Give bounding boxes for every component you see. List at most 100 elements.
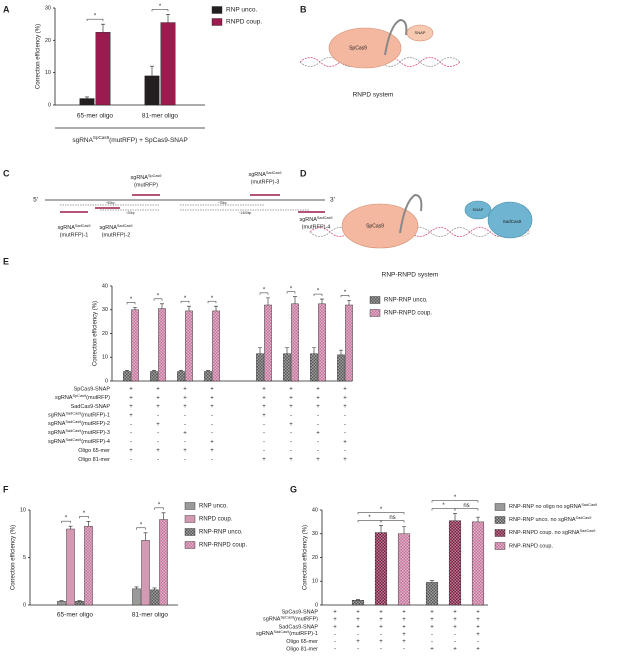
condition-sign: - — [130, 431, 132, 437]
condition-label: sgRNASpCas9(mutRFP) — [263, 615, 318, 622]
significance-bracket — [86, 18, 104, 22]
y-axis-label: Correction efficiency (%) — [93, 301, 99, 366]
condition-sign: + — [476, 624, 480, 630]
y-tick-label: 0 — [315, 602, 318, 608]
bar — [66, 528, 75, 606]
bar — [75, 601, 84, 606]
x-tick-label: 65-mer oligo — [57, 612, 94, 619]
error-bar — [402, 526, 406, 534]
condition-sign: - — [357, 647, 359, 653]
condition-sign: - — [334, 632, 336, 638]
guide-label: (mutRFP)-4 — [302, 224, 331, 230]
bar — [159, 519, 168, 606]
condition-label-sup: SadCas9 — [65, 429, 81, 433]
error-bar — [312, 347, 316, 354]
error-bar — [160, 303, 164, 309]
condition-label: Oligo 81-mer — [78, 457, 110, 463]
condition-sign: + — [156, 404, 160, 410]
y-tick-label: 30 — [102, 307, 108, 313]
condition-sign: - — [477, 639, 479, 645]
spcas9-shape — [328, 27, 402, 69]
diagram-caption: RNP-RNPD system — [382, 272, 439, 279]
significance-bracket — [286, 291, 296, 294]
condition-sign: + — [379, 639, 383, 645]
bar — [132, 588, 141, 606]
legend-label-sup: SadCas9 — [581, 503, 597, 507]
error-bar — [379, 525, 383, 533]
legend-label: RNP-RNP unco. — [384, 298, 428, 304]
legend-swatch — [494, 542, 506, 550]
guide-label-part: sgRNA — [99, 225, 117, 231]
condition-sign: + — [476, 647, 480, 653]
condition-sign: - — [454, 632, 456, 638]
significance-label: * — [159, 4, 162, 10]
bar — [95, 32, 111, 106]
condition-sign: + — [183, 387, 187, 393]
significance-label: * — [380, 507, 383, 513]
strand-end: 5' — [33, 197, 38, 204]
condition-sign: + — [316, 431, 320, 437]
panel-label: B — [300, 4, 307, 14]
condition-label-sup: SadCas9 — [65, 411, 81, 415]
bar — [448, 520, 462, 606]
guide-label: (mutRFP) — [134, 182, 158, 188]
condition-sign: - — [344, 448, 346, 454]
condition-sign: + — [210, 448, 214, 454]
bar — [158, 308, 166, 382]
significance-bracket — [154, 507, 164, 510]
legend-label: RNP unco. — [199, 504, 228, 510]
significance-label: * — [158, 502, 161, 508]
snap-shape — [406, 24, 434, 42]
condition-label-part: sgRNA — [48, 430, 66, 436]
legend-label: RNP-RNPD coup. — [199, 543, 247, 549]
condition-sign: + — [333, 624, 337, 630]
condition-label-part: (mutRFP)-1 — [289, 632, 318, 638]
condition-sign: - — [184, 457, 186, 463]
error-bar — [143, 532, 148, 541]
significance-bracket — [454, 508, 479, 511]
y-axis-label: Correction efficiency (%) — [11, 525, 17, 590]
bar — [79, 98, 95, 106]
condition-label-part: (mutRFP)-2 — [81, 422, 110, 428]
error-bar — [134, 586, 139, 589]
guide-label: sgRNASpCas9 — [131, 174, 162, 181]
bar — [150, 589, 159, 606]
significance-label: * — [317, 289, 320, 295]
legend-label: RNP-RNP unco. — [199, 530, 243, 536]
y-axis-label: Correction efficiency (%) — [36, 24, 42, 89]
condition-sign: + — [129, 404, 133, 410]
condition-label: Oligo 65-mer — [78, 448, 110, 454]
condition-sign: + — [333, 617, 337, 623]
condition-label-sup: SadCas9 — [273, 630, 289, 634]
condition-sign: + — [289, 395, 293, 401]
legend-swatch — [184, 515, 196, 523]
guide-label: (mutRFP)-3 — [251, 179, 280, 185]
panel-label: G — [290, 484, 297, 494]
condition-sign: - — [317, 422, 319, 428]
condition-sign: - — [334, 639, 336, 645]
y-tick-label: 20 — [45, 38, 51, 44]
condition-sign: + — [262, 413, 266, 419]
condition-sign: + — [476, 632, 480, 638]
bar — [150, 371, 158, 382]
condition-sign: - — [431, 639, 433, 645]
condition-label: Oligo 81-mer — [286, 646, 318, 652]
legend-swatch — [494, 516, 506, 524]
condition-sign: - — [357, 632, 359, 638]
condition-sign: + — [356, 624, 360, 630]
significance-bracket — [151, 9, 169, 12]
error-bar — [68, 525, 73, 529]
condition-sign: + — [379, 610, 383, 616]
guide-label-sup: SpCas9 — [148, 174, 162, 178]
error-bar — [356, 599, 360, 601]
condition-sign: + — [183, 431, 187, 437]
bar — [256, 353, 264, 382]
condition-sign: - — [211, 422, 213, 428]
condition-label-sup: SpCas9 — [280, 615, 294, 619]
y-tick-label: 40 — [102, 283, 108, 289]
condition-sign: + — [289, 404, 293, 410]
significance-bracket — [340, 295, 350, 298]
condition-label: sgRNASadCas9(mutRFP)-4 — [48, 438, 110, 445]
condition-label-part: sgRNA — [55, 395, 73, 401]
condition-sign: - — [130, 439, 132, 445]
